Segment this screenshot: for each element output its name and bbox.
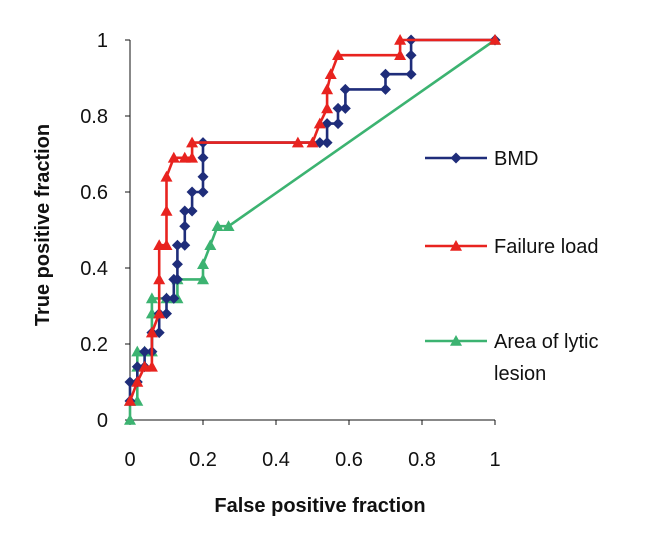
data-point xyxy=(179,205,191,217)
data-point xyxy=(160,239,173,250)
y-tick-label: 0.4 xyxy=(80,258,108,280)
y-tick-label: 0 xyxy=(97,410,108,432)
axes xyxy=(129,40,495,421)
series-layer xyxy=(124,34,501,425)
x-tick-label: 0.8 xyxy=(408,449,436,471)
data-point xyxy=(197,186,209,198)
data-point xyxy=(222,220,235,231)
data-point xyxy=(161,292,172,304)
legend-label: Area of lytic xyxy=(494,331,598,353)
data-point xyxy=(332,118,344,130)
y-tick-label: 0.6 xyxy=(80,182,108,204)
data-point xyxy=(167,151,180,163)
data-point xyxy=(197,258,209,269)
data-point xyxy=(405,49,417,61)
data-point xyxy=(171,239,183,251)
x-tick-label: 0.4 xyxy=(262,449,290,471)
x-tick-label: 0.2 xyxy=(189,449,217,471)
data-point xyxy=(321,102,334,114)
data-point xyxy=(124,395,136,406)
series-1 xyxy=(124,34,501,406)
y-tick-label: 0.8 xyxy=(80,106,108,128)
data-point xyxy=(197,152,209,164)
data-point xyxy=(339,83,351,95)
data-point xyxy=(139,346,151,358)
data-point xyxy=(332,102,344,114)
data-point xyxy=(321,137,333,149)
data-point xyxy=(321,118,333,130)
series-line xyxy=(128,38,495,401)
legend-label: Failure load xyxy=(494,236,599,258)
legend-item: Failure load xyxy=(425,236,599,258)
data-point xyxy=(124,414,136,425)
y-tick-label: 1 xyxy=(97,30,108,52)
legend: BMD Failure load Area of lytic lesion xyxy=(425,148,599,385)
data-point xyxy=(380,83,391,95)
data-point xyxy=(394,49,407,60)
data-point xyxy=(211,220,224,231)
y-axis-title: True positive fraction xyxy=(32,124,54,326)
data-point xyxy=(306,136,319,148)
y-tick-labels: 0 0.2 0.4 0.6 0.8 1 xyxy=(80,30,130,432)
series-2 xyxy=(124,34,501,425)
data-point xyxy=(145,360,158,372)
legend-label: BMD xyxy=(494,148,538,170)
data-point xyxy=(313,117,326,129)
series-0 xyxy=(124,34,501,407)
data-point xyxy=(186,151,199,163)
data-point xyxy=(186,136,199,148)
legend-swatch-marker xyxy=(450,152,462,164)
data-point xyxy=(324,68,337,79)
data-point xyxy=(179,220,191,232)
data-point xyxy=(153,273,166,285)
x-tick-labels: 0 0.2 0.4 0.6 0.8 1 xyxy=(124,420,501,471)
data-point xyxy=(339,102,351,114)
data-point xyxy=(131,376,144,387)
data-point xyxy=(204,239,217,250)
data-point xyxy=(171,273,183,285)
data-point xyxy=(160,170,173,182)
data-point xyxy=(489,34,501,45)
data-point xyxy=(321,83,334,95)
data-point xyxy=(291,136,304,148)
legend-label: lesion xyxy=(494,363,546,385)
x-axis-title: False positive fraction xyxy=(214,495,425,517)
data-point xyxy=(145,326,158,338)
data-point xyxy=(197,273,209,285)
data-point xyxy=(197,171,209,183)
legend-swatch-marker xyxy=(450,335,462,346)
data-point xyxy=(168,292,180,304)
data-point xyxy=(380,68,391,80)
data-point xyxy=(145,292,158,304)
data-point xyxy=(160,205,173,216)
data-point xyxy=(186,186,198,198)
x-tick-label: 0.6 xyxy=(335,449,363,471)
x-tick-label: 0 xyxy=(124,449,135,471)
x-tick-label: 1 xyxy=(489,449,500,471)
legend-item: Area of lytic lesion xyxy=(425,331,598,385)
data-point xyxy=(394,34,407,45)
y-tick-label: 0.2 xyxy=(80,334,108,356)
data-point xyxy=(332,49,345,60)
legend-item: BMD xyxy=(425,148,538,170)
data-point xyxy=(405,68,417,80)
data-point xyxy=(179,239,191,251)
data-point xyxy=(153,307,166,319)
legend-swatch-marker xyxy=(450,240,462,251)
data-point xyxy=(186,205,198,217)
data-point xyxy=(171,258,183,270)
